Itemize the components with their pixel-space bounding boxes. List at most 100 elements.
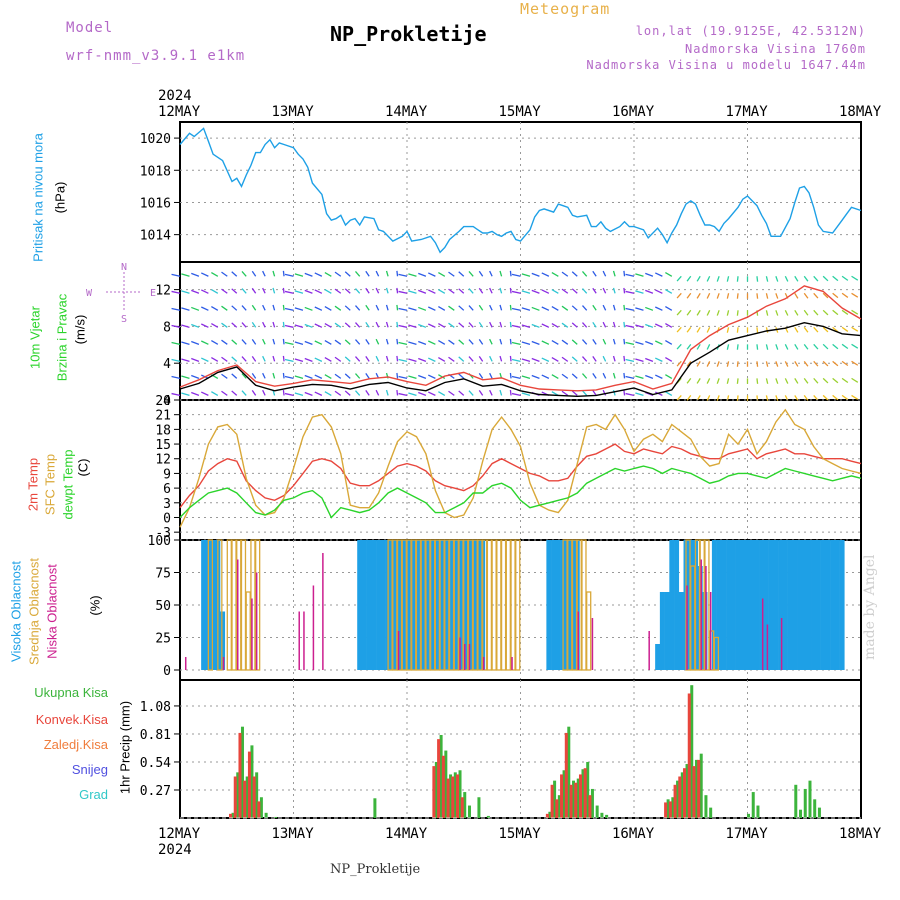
wind-barb <box>396 389 399 396</box>
wind-barb <box>736 378 739 384</box>
wind-barb <box>635 341 644 345</box>
wind-barb <box>521 307 531 311</box>
low-cloud-bar <box>648 630 650 670</box>
wind-barb <box>635 375 644 380</box>
wind-barb <box>181 273 190 277</box>
wind-barb <box>571 373 578 379</box>
wind-barb <box>304 272 313 277</box>
wind-barb <box>841 292 849 298</box>
wind-barb <box>561 288 569 294</box>
wind-barb <box>696 292 701 299</box>
wind-barb <box>354 271 361 277</box>
y-tick-label: 0 <box>163 511 171 526</box>
wind-barb <box>398 358 408 362</box>
wind-barb <box>468 356 474 362</box>
wind-barb <box>635 273 644 277</box>
wind-barb <box>581 390 588 396</box>
wind-barb <box>822 275 829 282</box>
wind-barb <box>655 323 663 328</box>
mid-cloud-bar <box>576 539 582 671</box>
wind-barb <box>756 344 759 350</box>
mid-cloud-bar <box>429 539 436 671</box>
wind-barb <box>344 356 351 362</box>
wind-barb <box>803 343 809 350</box>
wind-barb <box>396 287 399 294</box>
conv-precip-bar <box>560 774 564 818</box>
total-precip-bar <box>458 770 462 818</box>
wind-barb <box>813 292 819 299</box>
wind-barb <box>612 338 616 345</box>
wind-barb <box>775 293 779 299</box>
wind-barb <box>324 340 332 345</box>
wind-barb <box>531 272 540 277</box>
wind-barb <box>623 321 626 328</box>
mid-cloud-bar <box>500 539 507 671</box>
wind-barb <box>625 375 635 380</box>
conv-precip-bar <box>578 774 582 818</box>
total-precip-bar <box>605 814 609 818</box>
wind-barb <box>813 309 819 316</box>
wind-barb <box>418 289 427 294</box>
wind-barb <box>489 304 493 311</box>
wind-barb <box>531 289 540 294</box>
wind-barb <box>623 389 626 396</box>
wind-barb <box>822 394 829 401</box>
wind-barb <box>794 361 799 367</box>
wind-barb <box>706 395 711 401</box>
conv-precip-bar <box>687 693 691 818</box>
wind-barb <box>344 373 351 379</box>
x-tick-label-bottom: 17MAY <box>726 826 769 842</box>
wind-barb <box>241 339 247 345</box>
wind-barb <box>561 356 569 362</box>
wind-barb <box>251 390 257 396</box>
wind-barb <box>448 356 455 362</box>
mid-cloud-bar <box>704 539 710 671</box>
wind-barb <box>612 355 616 362</box>
wind-barb <box>551 357 559 362</box>
low-cloud-bar <box>700 559 702 670</box>
wind-barb <box>822 377 829 384</box>
wind-barb <box>211 357 219 362</box>
wind-barb <box>551 323 559 328</box>
wind-barb <box>428 323 436 328</box>
mid-cloud-bar <box>250 539 256 671</box>
low-cloud-bar <box>709 591 712 670</box>
wind-barb <box>784 361 789 367</box>
wind-barb <box>294 290 304 294</box>
wind-barb <box>365 390 370 396</box>
wind-barb <box>478 287 484 294</box>
wind-barb <box>428 374 436 379</box>
wind-barb <box>438 305 446 311</box>
wind-barb <box>201 323 209 328</box>
high-cloud-bar <box>773 540 779 670</box>
mid-cloud-bar <box>439 539 445 671</box>
total-precip-bar <box>704 795 708 818</box>
wind-barb <box>201 391 209 396</box>
conv-precip-bar <box>247 751 251 818</box>
wind-barb <box>448 305 455 311</box>
wind-barb <box>468 322 474 328</box>
wind-barb <box>314 357 323 362</box>
wind-barb <box>396 372 399 379</box>
x-tick-label-bottom: 15MAY <box>499 826 542 842</box>
wind-barb <box>655 357 663 362</box>
total-precip-bar <box>240 726 244 818</box>
model-altitude-text: Nadmorska Visina u modelu 1647.44m <box>586 58 866 72</box>
high-cloud-bar <box>669 540 675 670</box>
y-tick-label: 50 <box>155 599 171 614</box>
wind-barb <box>775 344 779 350</box>
wind-barb <box>541 272 550 277</box>
wind-barb <box>428 357 436 362</box>
wind-barb <box>509 389 512 396</box>
wind-barb <box>623 372 626 379</box>
wind-barb <box>686 292 692 299</box>
wind-barb <box>251 270 257 277</box>
wind-barb <box>521 273 531 277</box>
high-cloud-bar <box>371 540 377 670</box>
wind-barb <box>822 343 829 350</box>
high-cloud-bar <box>664 591 670 670</box>
wind-barb <box>478 321 484 328</box>
wind-barb <box>354 390 361 396</box>
total-precip-bar <box>477 797 481 818</box>
